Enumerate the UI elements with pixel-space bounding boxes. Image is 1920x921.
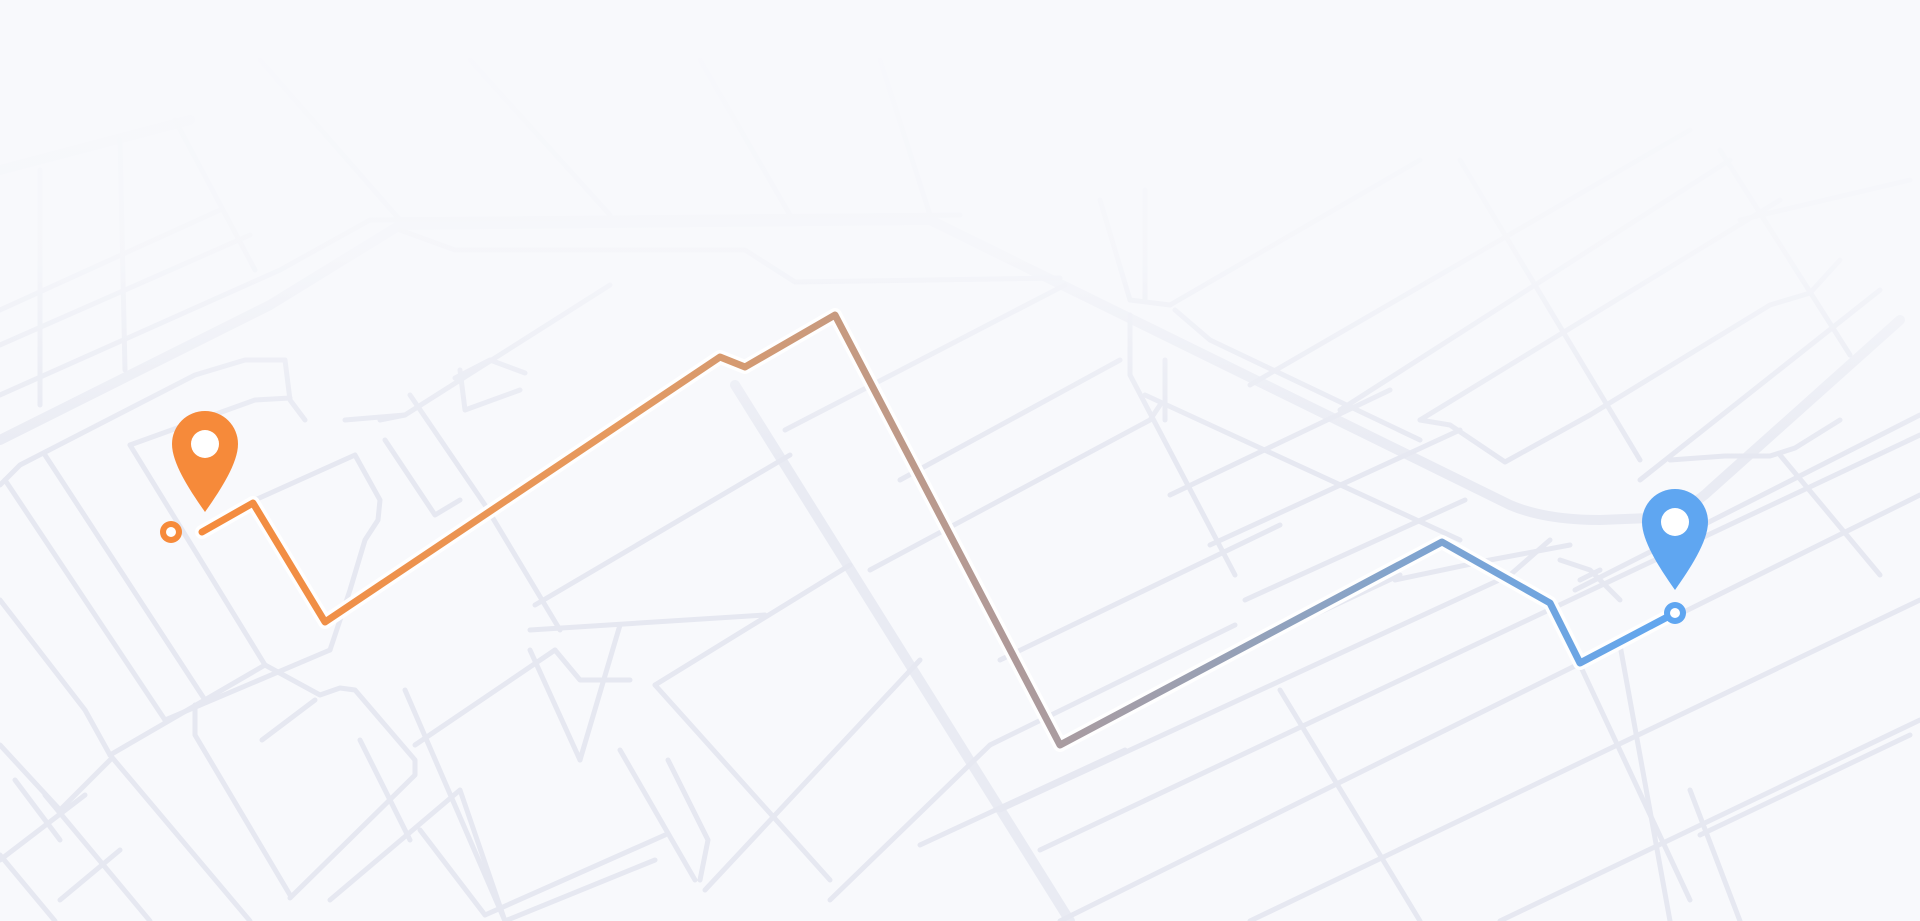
origin-pin-icon[interactable] xyxy=(172,411,238,512)
destination-pin-icon[interactable] xyxy=(1642,489,1708,590)
route xyxy=(195,308,1682,752)
origin-marker[interactable] xyxy=(160,411,238,543)
route-line xyxy=(198,311,1679,749)
destination-marker[interactable] xyxy=(1642,489,1708,624)
